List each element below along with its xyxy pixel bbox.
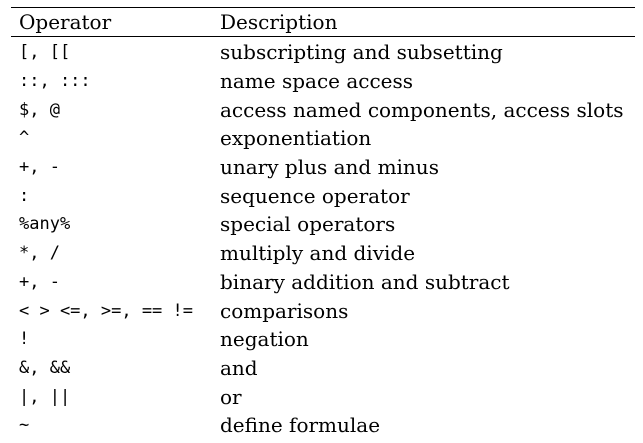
operator-cell: +, -	[19, 271, 60, 292]
operator-cell: *, /	[19, 243, 60, 264]
operator-cell: %any%	[19, 214, 71, 235]
operator-cell: |, ||	[19, 386, 71, 407]
operator-cell: &, &&	[19, 357, 71, 378]
table-row: ::, ::: name space access	[11, 67, 635, 96]
operator-cell: [, [[	[19, 42, 71, 63]
table-row: +, - binary addition and subtract	[11, 268, 635, 297]
table-row: &, && and	[11, 354, 635, 383]
top-rule	[11, 7, 635, 8]
description-cell: sequence operator	[220, 183, 410, 208]
description-cell: or	[220, 384, 242, 409]
header-rule	[11, 36, 635, 37]
operator-cell: ~	[19, 415, 30, 436]
table-row: ! negation	[11, 325, 635, 354]
description-cell: subscripting and subsetting	[220, 40, 503, 65]
description-cell: and	[220, 355, 258, 380]
description-cell: exponentiation	[220, 126, 372, 151]
operator-precedence-table: Operator Description [, [[ subscripting …	[11, 7, 635, 440]
table-header-row: Operator Description	[11, 8, 635, 36]
table-row: ~ define formulae	[11, 411, 635, 440]
table-row: < > <=, >=, == != comparisons	[11, 296, 635, 325]
header-description: Description	[220, 10, 338, 34]
operator-cell: +, -	[19, 157, 60, 178]
header-operator: Operator	[19, 10, 112, 34]
table-row: $, @ access named components, access slo…	[11, 95, 635, 124]
table-row: *, / multiply and divide	[11, 239, 635, 268]
operator-cell: < > <=, >=, == !=	[19, 300, 193, 321]
operator-cell: ::, :::	[19, 71, 91, 92]
description-cell: access named components, access slots	[220, 97, 624, 122]
description-cell: comparisons	[220, 298, 349, 323]
description-cell: define formulae	[220, 413, 381, 438]
table-row: ^ exponentiation	[11, 124, 635, 153]
description-cell: binary addition and subtract	[220, 269, 510, 294]
description-cell: unary plus and minus	[220, 155, 439, 180]
operator-cell: !	[19, 329, 30, 350]
operator-cell: :	[19, 185, 30, 206]
operator-cell: $, @	[19, 99, 60, 120]
table-row: |, || or	[11, 382, 635, 411]
table-row: [, [[ subscripting and subsetting	[11, 38, 635, 67]
table-row: +, - unary plus and minus	[11, 153, 635, 182]
description-cell: multiply and divide	[220, 241, 416, 266]
description-cell: special operators	[220, 212, 396, 237]
description-cell: negation	[220, 327, 309, 352]
table-body: [, [[ subscripting and subsetting ::, ::…	[11, 37, 635, 440]
operator-cell: ^	[19, 128, 30, 149]
table-row: : sequence operator	[11, 181, 635, 210]
description-cell: name space access	[220, 69, 414, 94]
table-row: %any% special operators	[11, 210, 635, 239]
